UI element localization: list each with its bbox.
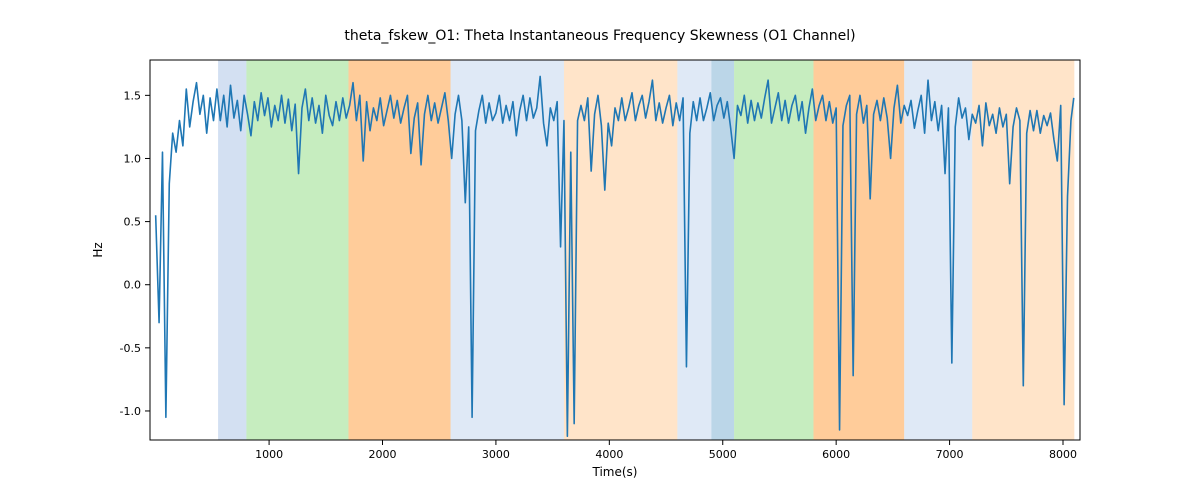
- y-tick-label: -1.0: [120, 405, 141, 418]
- x-axis-ticks: 1000 2000 3000 4000 5000 6000 7000 8000: [255, 440, 1077, 461]
- y-axis-label: Hz: [91, 242, 105, 257]
- x-tick-label: 3000: [482, 448, 510, 461]
- y-tick-label: 1.0: [124, 152, 142, 165]
- x-tick-label: 5000: [709, 448, 737, 461]
- y-tick-label: -0.5: [120, 342, 141, 355]
- band: [734, 60, 813, 440]
- x-tick-label: 7000: [936, 448, 964, 461]
- band: [677, 60, 711, 440]
- chart-title: theta_fskew_O1: Theta Instantaneous Freq…: [344, 28, 855, 44]
- x-tick-label: 8000: [1049, 448, 1077, 461]
- line-chart: theta_fskew_O1: Theta Instantaneous Freq…: [0, 0, 1200, 500]
- x-axis-label: Time(s): [592, 465, 638, 479]
- y-tick-label: 0.0: [124, 279, 142, 292]
- x-tick-label: 1000: [255, 448, 283, 461]
- band: [451, 60, 564, 440]
- chart-container: theta_fskew_O1: Theta Instantaneous Freq…: [0, 0, 1200, 500]
- x-tick-label: 6000: [822, 448, 850, 461]
- y-axis-ticks: -1.0 -0.5 0.0 0.5 1.0 1.5: [120, 89, 150, 418]
- y-tick-label: 1.5: [124, 89, 142, 102]
- x-tick-label: 2000: [369, 448, 397, 461]
- y-tick-label: 0.5: [124, 216, 142, 229]
- x-tick-label: 4000: [595, 448, 623, 461]
- band: [564, 60, 677, 440]
